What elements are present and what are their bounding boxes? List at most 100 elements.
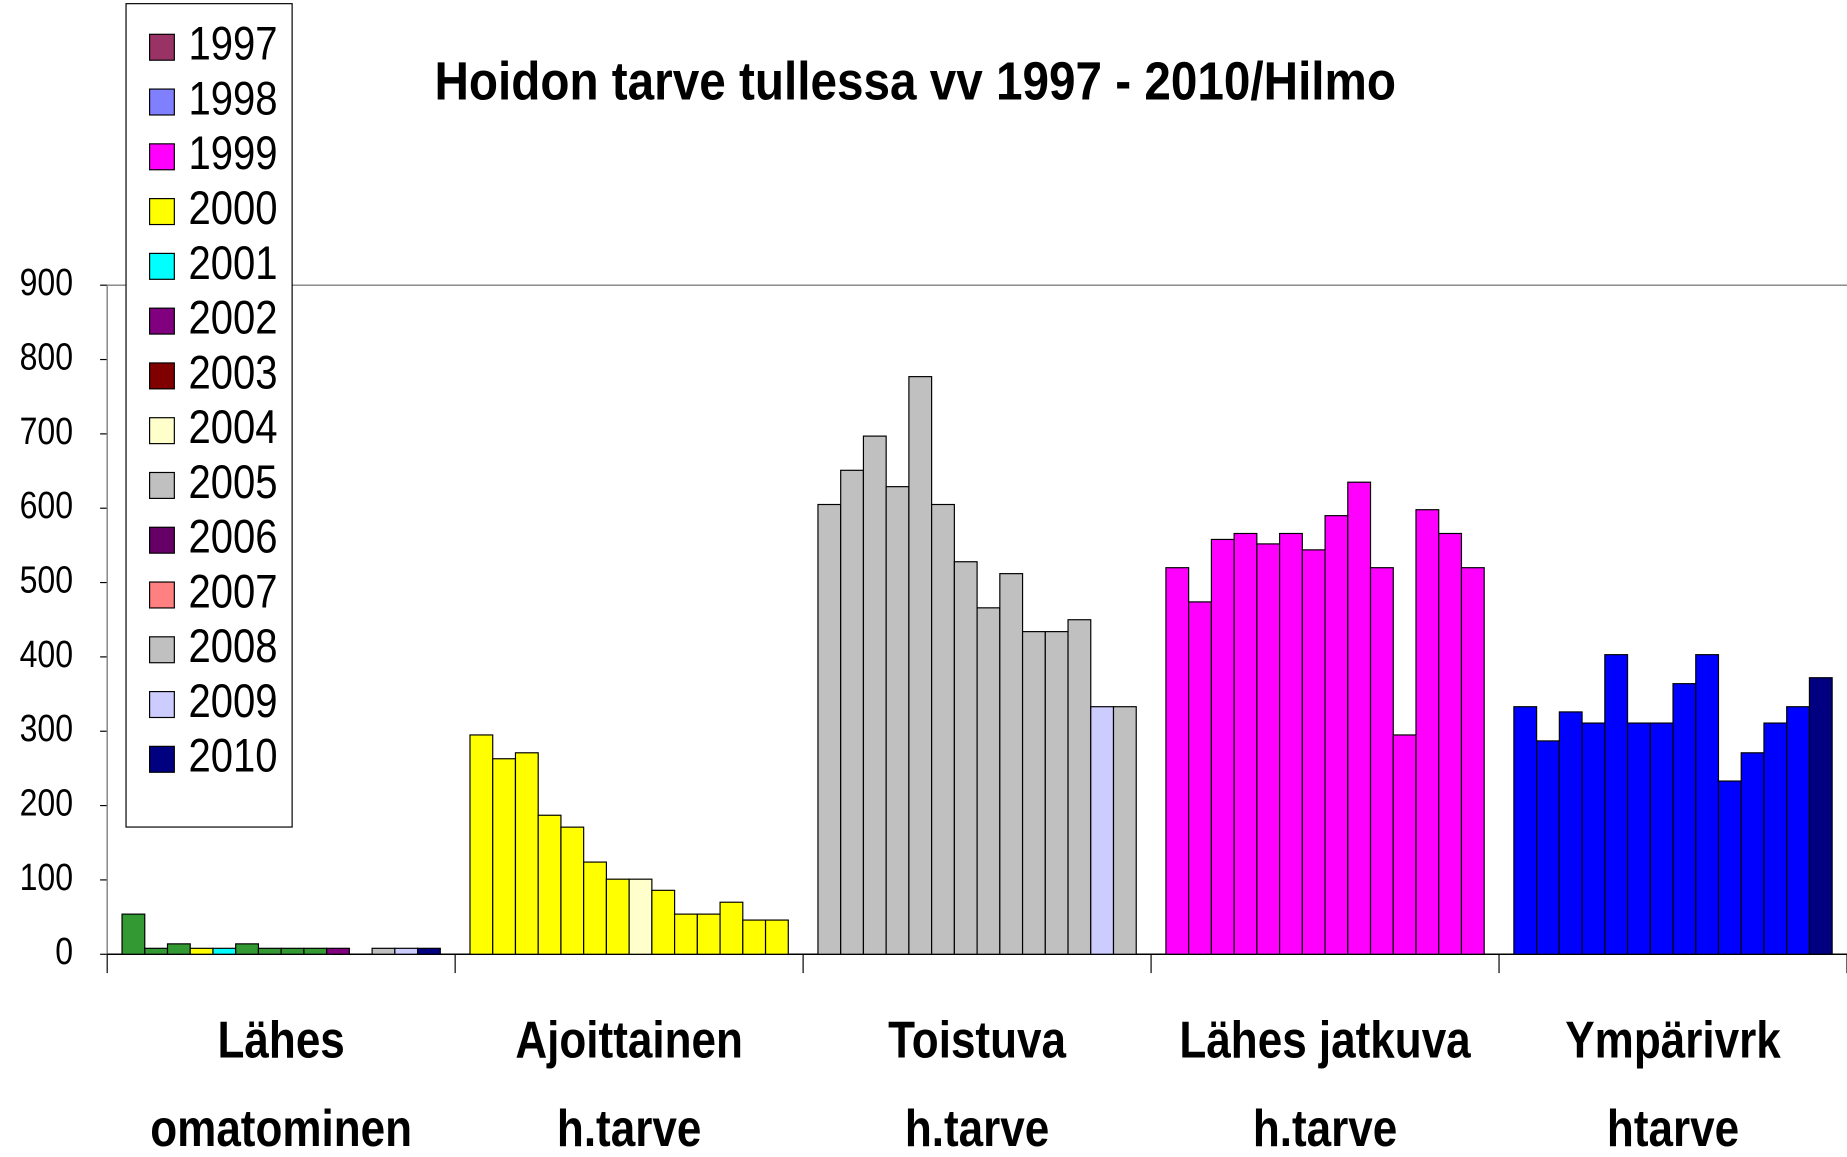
bar — [1740, 752, 1765, 955]
legend-swatch — [149, 745, 175, 773]
bar — [817, 503, 842, 955]
bar — [1649, 722, 1674, 955]
bar — [1112, 706, 1137, 955]
bar — [492, 758, 517, 955]
bar — [1021, 631, 1046, 955]
bar — [976, 607, 1001, 955]
bar — [1256, 543, 1281, 955]
bar — [1672, 683, 1697, 955]
x-tick-label: Toistuva — [888, 1011, 1067, 1069]
y-tick-label: 600 — [20, 485, 73, 527]
x-tick-label: Ajoittainen — [515, 1011, 743, 1069]
bar — [1369, 567, 1394, 955]
bar — [257, 947, 282, 955]
bar — [953, 561, 978, 955]
bar — [1188, 601, 1212, 955]
legend-label: 2007 — [188, 565, 277, 618]
bar — [1279, 532, 1303, 955]
bar — [1786, 706, 1811, 955]
legend-swatch — [149, 198, 175, 226]
bar — [651, 889, 676, 955]
bar — [1536, 740, 1560, 955]
legend-label: 2005 — [188, 456, 277, 509]
bar — [1165, 567, 1190, 955]
x-tick-label: htarve — [1607, 1099, 1739, 1157]
bar — [1301, 549, 1326, 955]
legend-label: 2008 — [188, 620, 277, 673]
bar — [742, 919, 767, 955]
bar — [189, 947, 214, 955]
bar — [628, 878, 653, 955]
bar — [1581, 722, 1606, 955]
legend-label: 1998 — [188, 72, 277, 125]
bar — [1233, 532, 1258, 955]
bar — [326, 947, 350, 955]
y-tick-label: 100 — [20, 856, 73, 898]
x-tick-label: h.tarve — [905, 1099, 1049, 1157]
bar — [583, 861, 607, 955]
legend-swatch — [149, 143, 175, 171]
bar — [764, 919, 789, 955]
y-tick-label: 800 — [20, 336, 73, 378]
bar — [1347, 481, 1372, 955]
bar — [931, 503, 955, 955]
bar — [121, 913, 146, 955]
bar — [1067, 619, 1092, 955]
bar — [696, 913, 721, 955]
x-tick-label: Lähes — [218, 1011, 345, 1069]
legend-swatch — [149, 471, 175, 499]
legend-swatch — [149, 581, 175, 609]
bar — [371, 947, 396, 955]
legend-swatch — [149, 362, 175, 390]
legend-label: 2002 — [188, 292, 277, 345]
bar — [1324, 515, 1349, 955]
legend-swatch — [149, 690, 175, 719]
bar — [280, 947, 305, 955]
bar — [1090, 706, 1115, 955]
y-tick-label: 500 — [20, 559, 73, 601]
legend-swatch — [149, 252, 175, 280]
bar — [719, 901, 744, 955]
y-tick-label: 200 — [20, 782, 73, 824]
bar — [514, 752, 539, 955]
x-tick-label: Lähes jatkuva — [1179, 1011, 1471, 1069]
legend-box — [125, 3, 293, 828]
bar — [416, 947, 441, 955]
x-tick-label: h.tarve — [1253, 1099, 1397, 1157]
legend-label: 2006 — [188, 511, 277, 564]
chart-title: Hoidon tarve tullessa vv 1997 - 2010/Hil… — [434, 50, 1396, 111]
y-tick-label: 900 — [20, 262, 73, 304]
legend-swatch — [149, 307, 175, 335]
bar — [908, 376, 933, 955]
bar — [1210, 538, 1235, 955]
bar — [1415, 509, 1440, 955]
bar — [674, 913, 698, 955]
y-tick-label: 300 — [20, 708, 73, 750]
legend-label: 2001 — [188, 237, 277, 290]
bar — [394, 947, 419, 955]
bar — [1763, 722, 1788, 955]
bar — [1717, 780, 1742, 955]
bar — [1695, 654, 1720, 955]
bar — [469, 734, 494, 955]
bar — [166, 943, 191, 955]
bar — [885, 486, 910, 955]
bar — [235, 943, 260, 955]
y-tick-label: 700 — [20, 410, 73, 452]
bar — [1808, 677, 1833, 955]
legend-label: 2010 — [188, 730, 277, 783]
bar — [144, 947, 169, 955]
legend-label: 2004 — [188, 401, 277, 454]
legend-label: 2003 — [188, 346, 277, 399]
bar — [1604, 654, 1629, 955]
bar — [1438, 532, 1463, 955]
x-tick-label: Ympärivrk — [1565, 1011, 1781, 1069]
x-tick-label: omatominen — [150, 1099, 412, 1157]
bar — [1392, 734, 1417, 955]
bar — [212, 947, 237, 955]
legend-label: 1997 — [188, 18, 277, 71]
bar — [537, 814, 562, 955]
x-tick-label: h.tarve — [557, 1099, 701, 1157]
legend-label: 2009 — [188, 675, 277, 728]
